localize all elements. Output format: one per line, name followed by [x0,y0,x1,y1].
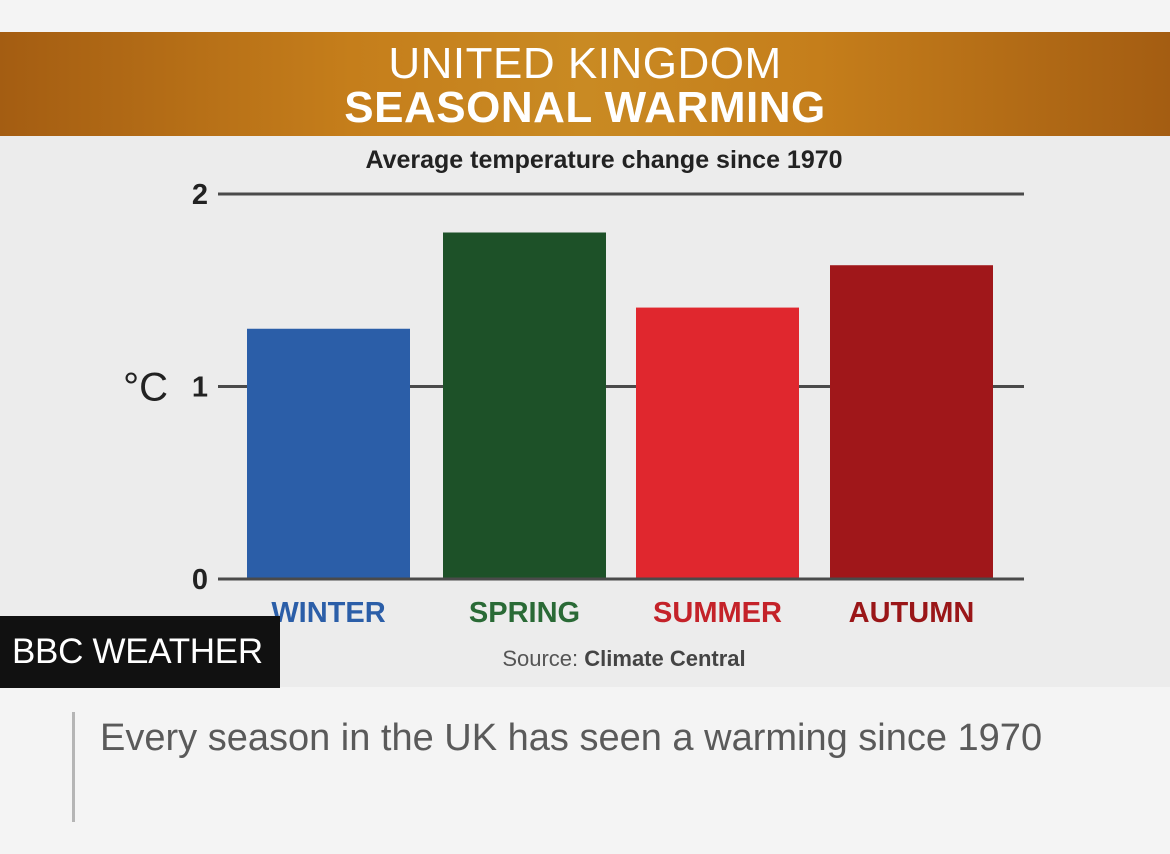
chart-subtitle: Average temperature change since 1970 [365,146,842,174]
y-tick-label: 1 [192,372,208,404]
bar-summer [636,307,799,578]
category-label: SUMMER [653,597,782,629]
bbc-weather-badge: BBC WEATHER [0,616,280,688]
bar-autumn [830,265,993,578]
category-label: AUTUMN [849,597,975,629]
bar-winter [247,328,410,578]
chart-title-line1: UNITED KINGDOM [388,39,782,88]
category-label: WINTER [271,597,385,629]
y-axis-label: °C [123,366,168,410]
chart-title-line2: SEASONAL WARMING [344,83,826,132]
chart-banner: UNITED KINGDOM SEASONAL WARMING [0,32,1170,136]
bar-chart: Average temperature change since 1970 0 1 2… [123,146,1024,671]
bar-spring [443,232,606,578]
y-tick-label: 0 [192,564,208,596]
image-caption: Every season in the UK has seen a warmin… [72,712,1132,822]
category-label: SPRING [469,597,580,629]
source-name: Climate Central [584,646,745,671]
chart-graphic: UNITED KINGDOM SEASONAL WARMING Average … [0,32,1170,687]
source-label: Source: [502,646,584,671]
y-tick-label: 2 [192,179,208,211]
chart-source: Source: Climate Central [502,646,745,671]
